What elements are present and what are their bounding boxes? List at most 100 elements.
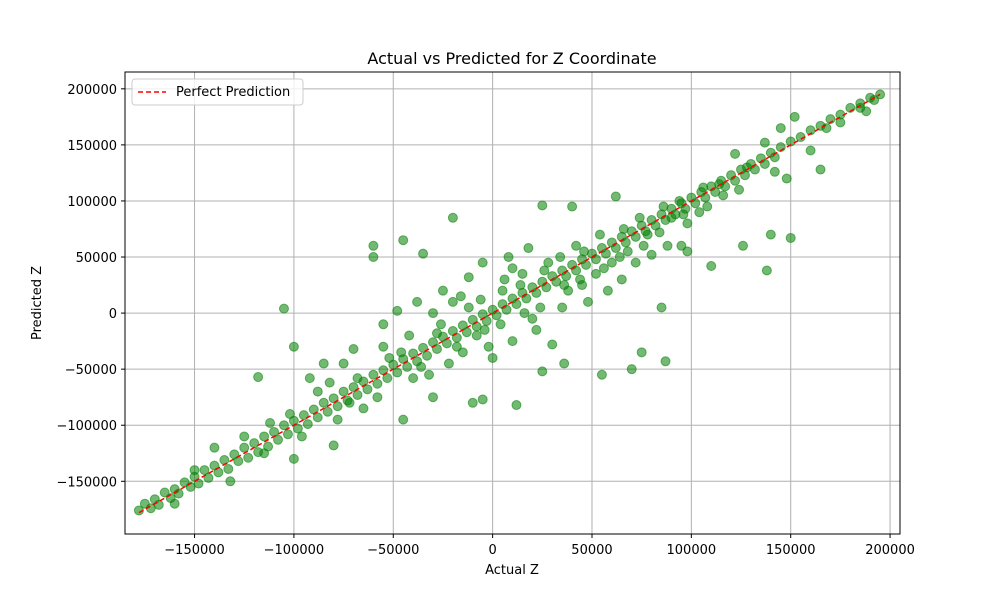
data-point — [392, 305, 403, 316]
data-point — [352, 389, 363, 400]
data-point — [690, 198, 701, 209]
y-tick-label: −150000 — [56, 475, 117, 490]
data-point — [503, 252, 514, 263]
x-tick-label: −50000 — [367, 543, 419, 558]
data-point — [660, 356, 671, 367]
data-point — [322, 406, 333, 417]
data-point — [213, 467, 224, 478]
data-point — [616, 274, 627, 285]
data-point — [658, 201, 669, 212]
data-point — [467, 397, 478, 408]
x-tick-label: −150000 — [164, 543, 225, 558]
data-point — [447, 296, 458, 307]
data-point — [821, 123, 832, 134]
data-point — [239, 431, 250, 442]
data-point — [714, 179, 725, 190]
data-point — [579, 246, 590, 257]
data-point — [682, 218, 693, 229]
data-point — [408, 373, 419, 384]
data-point — [662, 240, 673, 251]
data-point — [583, 296, 594, 307]
data-point — [249, 438, 260, 449]
data-point — [706, 261, 717, 271]
data-point — [642, 229, 653, 240]
data-point — [561, 271, 572, 282]
data-point — [559, 280, 570, 291]
data-point — [402, 361, 413, 372]
data-point — [153, 499, 164, 510]
data-point — [368, 252, 379, 263]
data-point — [443, 358, 454, 369]
data-point — [636, 347, 647, 358]
y-tick-label: 200000 — [67, 83, 117, 98]
data-point — [463, 302, 474, 313]
data-point — [189, 465, 200, 476]
data-point — [461, 327, 472, 338]
data-point — [575, 274, 586, 285]
data-point — [378, 341, 389, 352]
data-point — [259, 431, 270, 442]
y-tick-label: 100000 — [67, 195, 117, 210]
data-point — [511, 400, 522, 411]
data-point — [495, 319, 506, 330]
data-point — [288, 453, 299, 464]
data-point — [547, 339, 558, 350]
data-point — [368, 369, 379, 380]
data-point — [372, 392, 383, 403]
data-point — [656, 302, 667, 313]
data-point — [759, 137, 770, 148]
data-point — [173, 488, 184, 499]
data-point — [531, 324, 542, 335]
data-point — [594, 229, 605, 240]
data-point — [338, 386, 349, 397]
data-point — [372, 378, 383, 389]
data-point — [559, 358, 570, 369]
data-point — [479, 324, 490, 335]
data-point — [239, 442, 250, 453]
data-point — [225, 476, 236, 487]
data-point — [557, 302, 568, 313]
data-point — [437, 285, 448, 296]
y-tick-label: −50000 — [65, 363, 117, 378]
data-point — [318, 397, 329, 408]
data-point — [537, 200, 548, 211]
data-point — [219, 454, 230, 465]
data-point — [431, 343, 442, 354]
x-tick-label: 50000 — [571, 543, 612, 558]
data-point — [734, 184, 745, 195]
data-point — [209, 442, 220, 453]
plot-frame — [124, 71, 901, 535]
data-point — [590, 268, 601, 279]
data-point — [491, 310, 502, 321]
data-point — [199, 465, 210, 476]
data-point — [431, 328, 442, 339]
data-point — [265, 417, 276, 428]
data-point — [483, 341, 494, 352]
data-point — [738, 240, 749, 251]
data-point — [682, 246, 693, 257]
data-point — [581, 259, 592, 270]
data-point — [422, 350, 433, 361]
data-point — [159, 487, 170, 498]
y-tick-label: 50000 — [76, 251, 117, 266]
data-point — [666, 212, 677, 223]
data-point — [676, 240, 687, 251]
data-point — [273, 434, 284, 445]
data-point — [332, 401, 343, 412]
data-point — [543, 257, 554, 268]
y-axis-label: Predicted Z — [30, 266, 45, 340]
data-point — [606, 257, 617, 268]
data-point — [539, 265, 550, 276]
data-point — [203, 472, 214, 483]
data-point — [284, 409, 295, 420]
data-point — [626, 364, 637, 375]
chart-title: Actual vs Predicted for Z Coordinate — [367, 49, 656, 68]
x-tick-label: 0 — [488, 543, 496, 558]
data-point — [511, 299, 522, 310]
y-tick-label: 150000 — [67, 139, 117, 154]
perfect-prediction-line — [138, 93, 881, 514]
data-point — [785, 232, 796, 243]
x-tick-label: 200000 — [865, 543, 915, 558]
data-point — [618, 223, 629, 234]
